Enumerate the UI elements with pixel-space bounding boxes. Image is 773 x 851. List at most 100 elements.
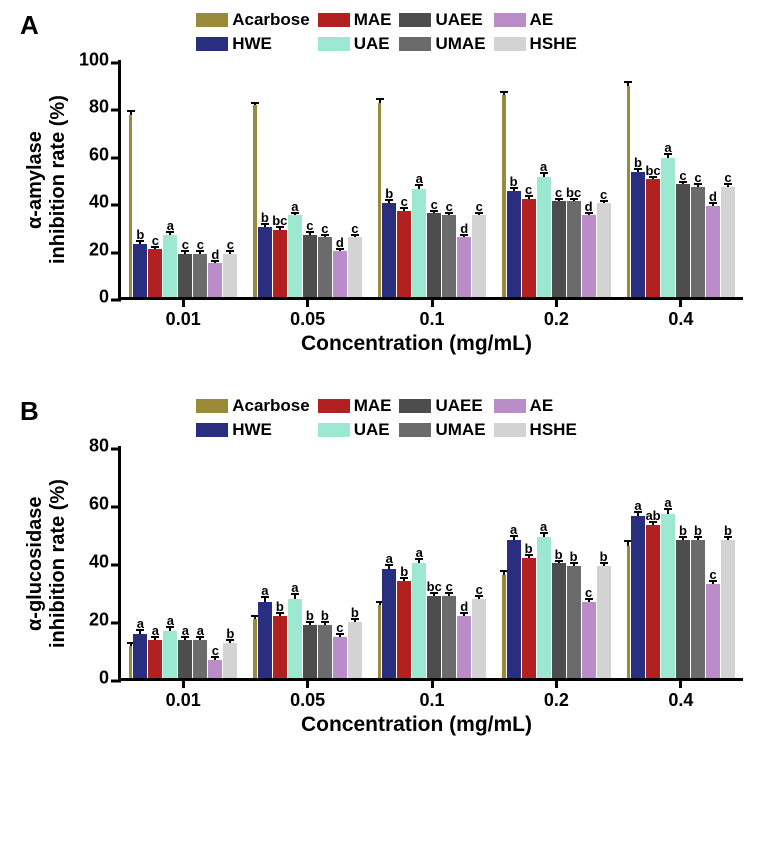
error-bar	[258, 224, 272, 228]
legend-label: HWE	[232, 420, 272, 440]
bar-rect	[597, 566, 611, 678]
bar-rect	[253, 619, 256, 678]
error-bar	[567, 563, 581, 566]
bar-rect	[288, 215, 302, 297]
y-tick-label: 40	[89, 552, 109, 573]
bar-rect	[721, 540, 735, 678]
bar-rect	[178, 254, 192, 297]
bar-rect	[522, 558, 536, 678]
bar-rect	[333, 637, 347, 678]
bar-rect	[627, 86, 630, 297]
bar-rect	[397, 211, 411, 297]
bar: a	[178, 446, 192, 678]
bar: d	[457, 60, 471, 297]
x-tick	[679, 678, 682, 688]
bar-group: aababbcb0.4	[619, 446, 743, 678]
bar: a	[133, 446, 147, 678]
bar: c	[193, 60, 207, 297]
legend-item: Acarbose	[196, 10, 309, 30]
bar-rect	[507, 540, 521, 678]
error-bar	[472, 213, 486, 215]
y-tick	[111, 564, 121, 567]
bar-rect	[537, 537, 551, 678]
panel-label: B	[20, 396, 39, 427]
bar: a	[288, 446, 302, 678]
x-axis-label: Concentration (mg/mL)	[60, 332, 773, 356]
legend-label: MAE	[354, 10, 392, 30]
y-tick	[111, 156, 121, 159]
error-bar	[537, 173, 551, 177]
x-tick-label: 0.1	[420, 690, 445, 711]
bar-rect	[537, 177, 551, 297]
bar-rect	[208, 263, 222, 297]
legend-swatch	[399, 399, 431, 413]
bar-rect	[582, 215, 596, 297]
panel-label: A	[20, 10, 39, 41]
error-bar	[507, 188, 521, 192]
bar-rect	[378, 605, 381, 678]
bar: a	[163, 60, 177, 297]
bar-rect	[507, 191, 521, 297]
legend-item: HWE	[196, 34, 309, 54]
bar-rect	[427, 213, 441, 297]
bar: b	[631, 60, 645, 297]
error-bar	[163, 627, 177, 631]
bar-rect	[348, 237, 362, 297]
x-tick	[679, 297, 682, 307]
bar-group: bbcaccdc0.05	[245, 60, 369, 297]
bar: c	[597, 60, 611, 297]
error-bar	[442, 213, 456, 215]
bar-rect	[333, 251, 347, 297]
bar	[129, 60, 132, 297]
error-bar	[631, 512, 645, 516]
bar: a	[507, 446, 521, 678]
error-bar	[552, 199, 566, 201]
error-bar	[273, 227, 287, 229]
error-bar	[442, 593, 456, 596]
bar-rect	[442, 215, 456, 297]
bar-rect	[691, 187, 705, 297]
error-bar	[502, 571, 505, 575]
bar: b	[273, 446, 287, 678]
bar-rect	[193, 254, 207, 297]
error-bar	[507, 536, 521, 540]
bar: c	[721, 60, 735, 297]
bar: c	[303, 60, 317, 297]
bar-rect	[148, 640, 162, 678]
bar-rect	[427, 596, 441, 678]
y-tick-label: 100	[79, 50, 109, 71]
error-bar	[273, 613, 287, 616]
bar-rect	[502, 95, 505, 297]
y-tick-label: 80	[89, 436, 109, 457]
error-bar	[178, 637, 192, 640]
legend-swatch	[318, 399, 350, 413]
error-bar	[457, 235, 471, 237]
x-tick-label: 0.01	[166, 690, 201, 711]
x-tick	[182, 678, 185, 688]
bar-rect	[208, 660, 222, 678]
x-tick-label: 0.1	[420, 309, 445, 330]
x-tick	[431, 297, 434, 307]
y-tick-label: 20	[89, 610, 109, 631]
error-bar	[178, 251, 192, 253]
error-bar	[472, 596, 486, 599]
x-tick	[182, 297, 185, 307]
bar: c	[472, 60, 486, 297]
legend-label: HWE	[232, 34, 272, 54]
y-tick	[111, 251, 121, 254]
bar-rect	[303, 625, 317, 678]
bar-rect	[133, 244, 147, 297]
bar-rect	[721, 187, 735, 297]
bar: a	[382, 446, 396, 678]
bar: c	[442, 446, 456, 678]
x-tick-label: 0.05	[290, 690, 325, 711]
error-bar	[522, 555, 536, 558]
bar-group: bcacbcdc0.2	[494, 60, 618, 297]
bar-rect	[133, 634, 147, 678]
error-bar	[427, 593, 441, 596]
bar-rect	[318, 237, 332, 297]
bar-rect	[522, 199, 536, 297]
bar: c	[348, 60, 362, 297]
error-bar	[148, 247, 162, 249]
bar-rect	[706, 206, 720, 297]
